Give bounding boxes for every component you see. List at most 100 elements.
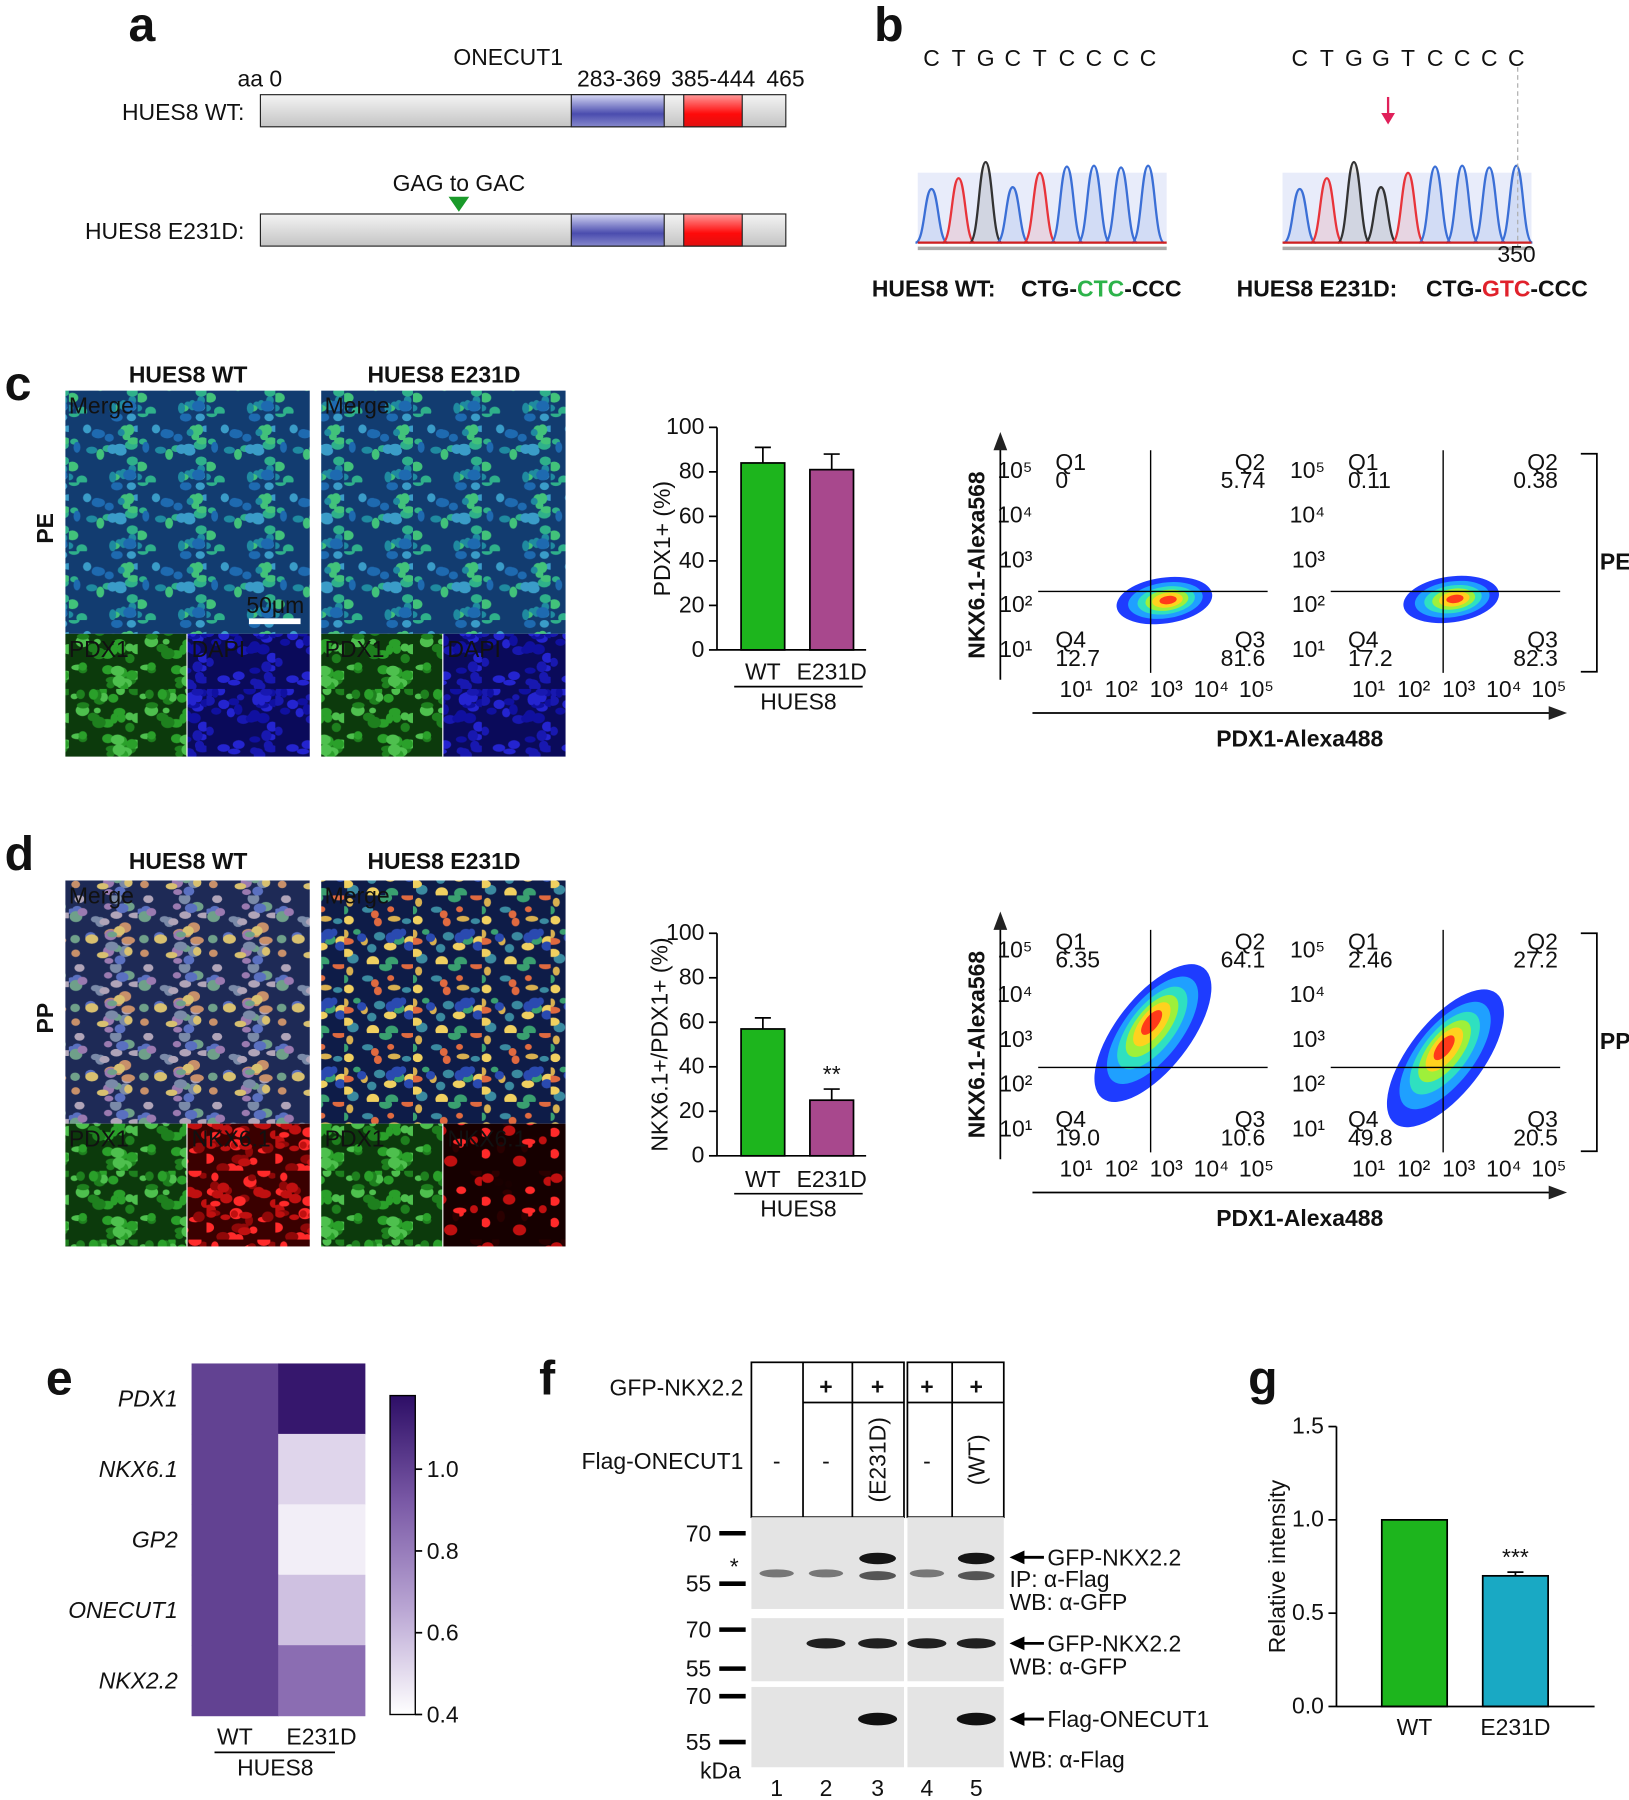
band — [759, 1569, 794, 1578]
y-tick-label: 10⁴ — [997, 502, 1032, 528]
base-letter: G — [1372, 45, 1390, 71]
blot — [907, 1686, 1004, 1768]
sign: + — [819, 1373, 832, 1399]
blot-note: WB: α-GFP — [1010, 1589, 1128, 1615]
quadrant-name: Q2 — [1235, 928, 1266, 954]
channel-image — [442, 633, 566, 757]
heatmap-cell — [191, 1363, 279, 1435]
quadrant-value: 5.74 — [1221, 467, 1266, 493]
sign: + — [871, 1373, 884, 1399]
trace-peak — [914, 187, 949, 244]
quadrant-name: Q4 — [1348, 627, 1379, 653]
x-tick-label: 10³ — [1442, 676, 1476, 702]
base-letter: C — [1086, 45, 1103, 71]
base-letter: C — [1113, 45, 1130, 71]
y-tick-label: 10⁵ — [997, 936, 1032, 962]
channel-image — [186, 1123, 310, 1247]
y-tick-label: 60 — [679, 1008, 705, 1034]
merge-label: Merge — [325, 393, 390, 419]
quadrant-value: 0.38 — [1513, 467, 1558, 493]
sign: + — [920, 1373, 933, 1399]
blot-note: IP: α-Flag — [1010, 1566, 1110, 1592]
y-tick-label: 1.5 — [1292, 1412, 1324, 1438]
trace-tick: 350 — [1497, 241, 1535, 267]
quadrant-name: Q3 — [1235, 627, 1266, 653]
panel-label: d — [5, 827, 34, 881]
blot-note: WB: α-GFP — [1010, 1653, 1128, 1679]
asterisk: * — [730, 1554, 739, 1580]
y-tick-label: 1.0 — [1292, 1506, 1324, 1532]
arrow-head — [1009, 1636, 1025, 1651]
merge-image — [321, 880, 566, 1124]
y-tick-label: 10⁵ — [1290, 936, 1325, 962]
y-tick-label: 10⁵ — [997, 457, 1032, 483]
codon-part: -CCC — [1530, 276, 1587, 302]
codon: CTG-CTC-CCC — [1021, 276, 1182, 302]
bracket — [1580, 932, 1598, 1153]
column-title: HUES8 WT — [129, 362, 248, 388]
y-tick-label: 40 — [679, 547, 705, 573]
row-label: NKX6.1 — [99, 1456, 178, 1482]
significance: ** — [823, 1061, 841, 1087]
codon-part: CTG- — [1426, 276, 1482, 302]
base-letter: G — [977, 45, 995, 71]
channel-label: PDX1 — [325, 636, 385, 662]
colorbar-tick-label: 1.0 — [427, 1456, 459, 1482]
lane-number: 1 — [770, 1775, 783, 1800]
x-tick-label: 10¹ — [1059, 1155, 1093, 1181]
stage-label: PE — [32, 513, 58, 544]
scale-label: 50μm — [246, 592, 304, 618]
row-label: GP2 — [132, 1527, 178, 1553]
y-tick-label: 20 — [679, 591, 705, 617]
sign: - — [923, 1448, 931, 1474]
x-tick-label: WT — [745, 1166, 781, 1192]
bar — [809, 468, 855, 651]
base-letter: C — [923, 45, 940, 71]
arrow-head — [1548, 706, 1568, 720]
channel-image — [321, 1123, 443, 1247]
quadrant-value: 2.46 — [1348, 947, 1393, 973]
x-tick-label: 10⁵ — [1531, 676, 1566, 702]
stage-label: PE — [1600, 549, 1629, 575]
band — [859, 1571, 896, 1581]
quadrant-name: Q2 — [1527, 928, 1558, 954]
base-letter: C — [1427, 45, 1444, 71]
y-tick-label: 10³ — [1292, 1026, 1326, 1052]
channel-label: PDX1 — [69, 1126, 129, 1152]
quadrant-value: 17.2 — [1348, 645, 1393, 671]
quadrant-name: Q1 — [1348, 449, 1379, 475]
kda-label: kDa — [700, 1758, 741, 1784]
blot — [907, 1517, 1004, 1609]
trace-peak — [1309, 177, 1345, 244]
x-tick-label: E231D — [1480, 1714, 1550, 1740]
y-tick-label: 10⁵ — [1290, 457, 1325, 483]
x-tick-label: 10² — [1397, 1155, 1431, 1181]
base-letter: C — [1481, 45, 1498, 71]
y-tick-label: 40 — [679, 1053, 705, 1079]
band — [859, 1552, 896, 1565]
quadrant-value: 49.8 — [1348, 1124, 1393, 1150]
bar — [1380, 1519, 1449, 1708]
quadrant-name: Q3 — [1527, 627, 1558, 653]
y-tick-label: 10⁴ — [1290, 981, 1325, 1007]
heatmap-cell — [191, 1645, 279, 1717]
heatmap-cell — [278, 1363, 366, 1435]
x-tick-label: 10¹ — [1059, 676, 1093, 702]
quadrant-value: 20.5 — [1513, 1124, 1558, 1150]
blot — [751, 1618, 904, 1682]
merge-label: Merge — [69, 393, 134, 419]
density — [1433, 1035, 1455, 1061]
base-letter: C — [1004, 45, 1021, 71]
band — [956, 1638, 996, 1649]
sign: + — [970, 1373, 983, 1399]
bar — [740, 1028, 786, 1157]
band — [957, 1571, 995, 1581]
y-tick-label: 0 — [692, 636, 705, 662]
lane-number: 5 — [970, 1775, 983, 1800]
channel-label: DAPI — [192, 636, 246, 662]
channel-image — [442, 1123, 566, 1247]
trace-peak — [1445, 164, 1480, 244]
band — [858, 1712, 898, 1726]
channel-label: PDX1 — [69, 636, 129, 662]
trace-peak — [1103, 166, 1139, 244]
